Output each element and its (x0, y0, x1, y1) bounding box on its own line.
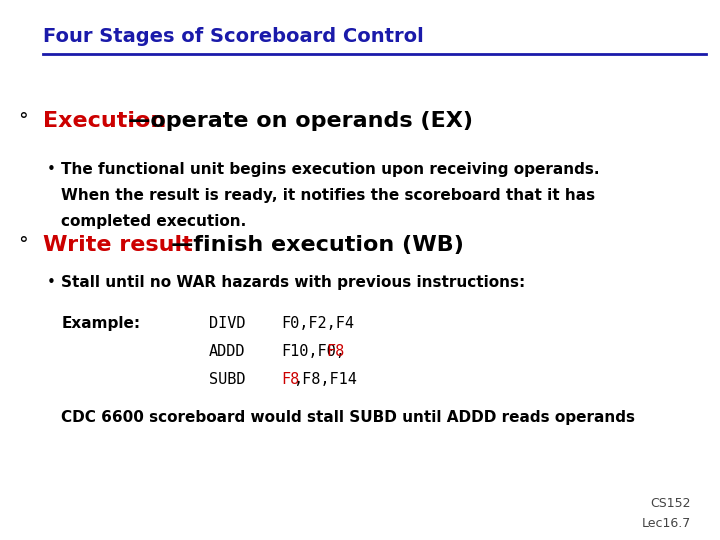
Text: °: ° (18, 235, 28, 254)
Text: Example:: Example: (61, 316, 140, 331)
Text: Four Stages of Scoreboard Control: Four Stages of Scoreboard Control (43, 27, 424, 46)
Text: CS152: CS152 (651, 497, 691, 510)
Text: °: ° (18, 111, 28, 130)
Text: —finish execution (WB): —finish execution (WB) (171, 235, 464, 255)
Text: F8: F8 (281, 372, 299, 387)
Text: ,F8,F14: ,F8,F14 (294, 372, 358, 387)
Text: completed execution.: completed execution. (61, 214, 246, 229)
Text: F10,F0,: F10,F0, (281, 344, 345, 359)
Text: CDC 6600 scoreboard would stall SUBD until ADDD reads operands: CDC 6600 scoreboard would stall SUBD unt… (61, 410, 635, 426)
Text: F8: F8 (326, 344, 344, 359)
Text: DIVD: DIVD (209, 316, 246, 331)
Text: •: • (47, 275, 55, 291)
Text: F0,F2,F4: F0,F2,F4 (281, 316, 354, 331)
Text: When the result is ready, it notifies the scoreboard that it has: When the result is ready, it notifies th… (61, 188, 595, 203)
Text: •: • (47, 162, 55, 177)
Text: —operate on operands (EX): —operate on operands (EX) (128, 111, 473, 131)
Text: SUBD: SUBD (209, 372, 246, 387)
Text: Lec16.7: Lec16.7 (642, 517, 691, 530)
Text: The functional unit begins execution upon receiving operands.: The functional unit begins execution upo… (61, 162, 600, 177)
Text: Stall until no WAR hazards with previous instructions:: Stall until no WAR hazards with previous… (61, 275, 526, 291)
Text: Execution: Execution (43, 111, 166, 131)
Text: ADDD: ADDD (209, 344, 246, 359)
Text: Write result: Write result (43, 235, 193, 255)
